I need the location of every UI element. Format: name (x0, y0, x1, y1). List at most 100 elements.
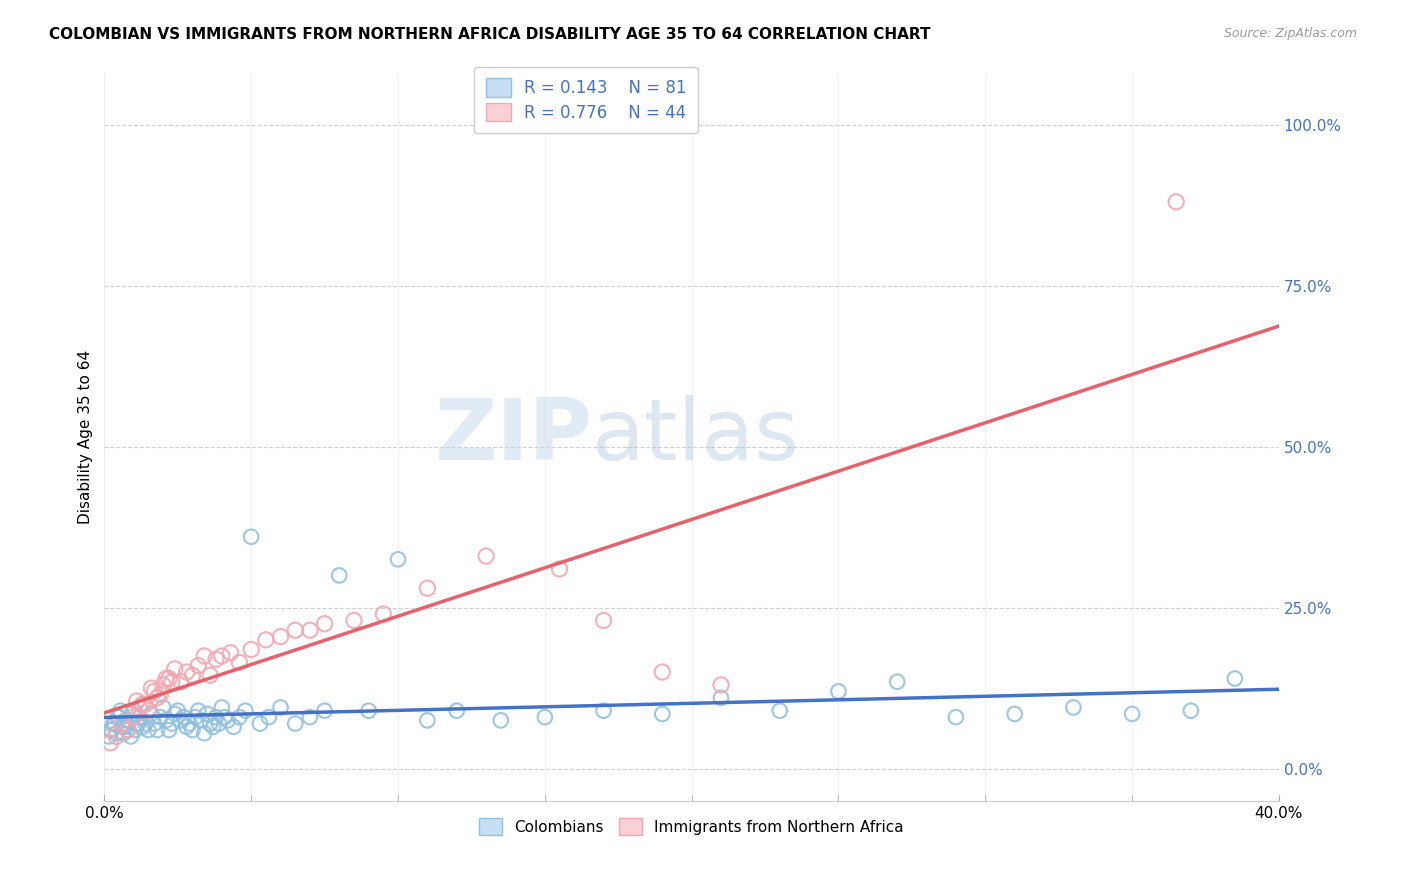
Point (152, 700, 174, 714)
Point (298, 710, 321, 724)
Point (205, 652, 228, 666)
Point (155, 672, 177, 686)
Point (149, 710, 172, 724)
Point (475, 549, 498, 563)
Point (651, 665, 673, 679)
Point (1121, 706, 1143, 721)
Point (416, 582, 439, 596)
Point (270, 630, 292, 644)
Point (121, 706, 143, 721)
Point (651, 706, 673, 721)
Point (249, 716, 271, 731)
Point (710, 678, 733, 692)
Point (208, 716, 231, 731)
Point (202, 720, 225, 734)
Point (146, 690, 169, 705)
Point (945, 710, 967, 724)
Point (112, 726, 135, 740)
Point (98, 723, 121, 737)
Point (357, 704, 380, 718)
Point (1223, 672, 1246, 686)
Point (149, 688, 172, 702)
Point (240, 642, 263, 657)
Point (122, 710, 145, 724)
Point (198, 716, 221, 731)
Point (131, 698, 153, 712)
Point (141, 681, 163, 695)
Point (187, 658, 209, 673)
Point (205, 710, 228, 724)
Point (284, 716, 307, 731)
Point (387, 552, 409, 566)
Point (233, 704, 256, 718)
Point (157, 672, 180, 686)
Point (181, 668, 204, 682)
Point (176, 665, 198, 679)
Point (314, 704, 336, 718)
Point (128, 710, 150, 724)
Point (314, 616, 336, 631)
Point (114, 714, 136, 728)
Point (163, 662, 186, 676)
Point (489, 714, 512, 728)
Point (97, 730, 120, 744)
Text: Source: ZipAtlas.com: Source: ZipAtlas.com (1223, 27, 1357, 40)
Point (343, 614, 366, 628)
Point (128, 700, 150, 714)
Point (104, 716, 127, 731)
Point (592, 704, 614, 718)
Legend: Colombians, Immigrants from Northern Africa: Colombians, Immigrants from Northern Afr… (470, 809, 912, 844)
Point (146, 723, 169, 737)
Point (120, 730, 142, 744)
Point (219, 646, 242, 660)
Point (124, 723, 146, 737)
Text: atlas: atlas (592, 395, 800, 478)
Point (1062, 700, 1084, 714)
Point (103, 716, 125, 731)
Point (157, 723, 180, 737)
Point (187, 704, 209, 718)
Point (534, 710, 557, 724)
Point (270, 700, 292, 714)
Point (190, 714, 212, 728)
Point (160, 674, 183, 689)
Point (115, 720, 138, 734)
Point (1180, 704, 1202, 718)
Point (592, 614, 614, 628)
Point (198, 668, 221, 682)
Point (179, 716, 201, 731)
Point (170, 674, 193, 689)
Point (143, 716, 166, 731)
Point (214, 710, 236, 724)
Point (416, 714, 439, 728)
Point (1004, 706, 1026, 721)
Point (118, 714, 141, 728)
Y-axis label: Disability Age 35 to 64: Disability Age 35 to 64 (79, 350, 93, 524)
Point (108, 710, 131, 724)
Text: COLOMBIAN VS IMMIGRANTS FROM NORTHERN AFRICA DISABILITY AGE 35 TO 64 CORRELATION: COLOMBIAN VS IMMIGRANTS FROM NORTHERN AF… (49, 27, 931, 42)
Point (373, 607, 395, 621)
Point (254, 632, 277, 647)
Point (134, 698, 156, 712)
Point (195, 706, 218, 721)
Point (284, 623, 307, 637)
Point (141, 706, 163, 721)
Point (328, 568, 350, 582)
Point (125, 694, 148, 708)
Point (886, 674, 908, 689)
Point (257, 710, 280, 724)
Point (117, 723, 139, 737)
Point (100, 723, 122, 737)
Point (98, 736, 121, 750)
Point (105, 726, 128, 740)
Point (117, 723, 139, 737)
Point (173, 710, 195, 724)
Point (131, 720, 153, 734)
Point (166, 704, 188, 718)
Point (134, 716, 156, 731)
Point (122, 704, 145, 718)
Point (211, 648, 233, 663)
Point (160, 716, 183, 731)
Point (228, 710, 250, 724)
Point (769, 704, 792, 718)
